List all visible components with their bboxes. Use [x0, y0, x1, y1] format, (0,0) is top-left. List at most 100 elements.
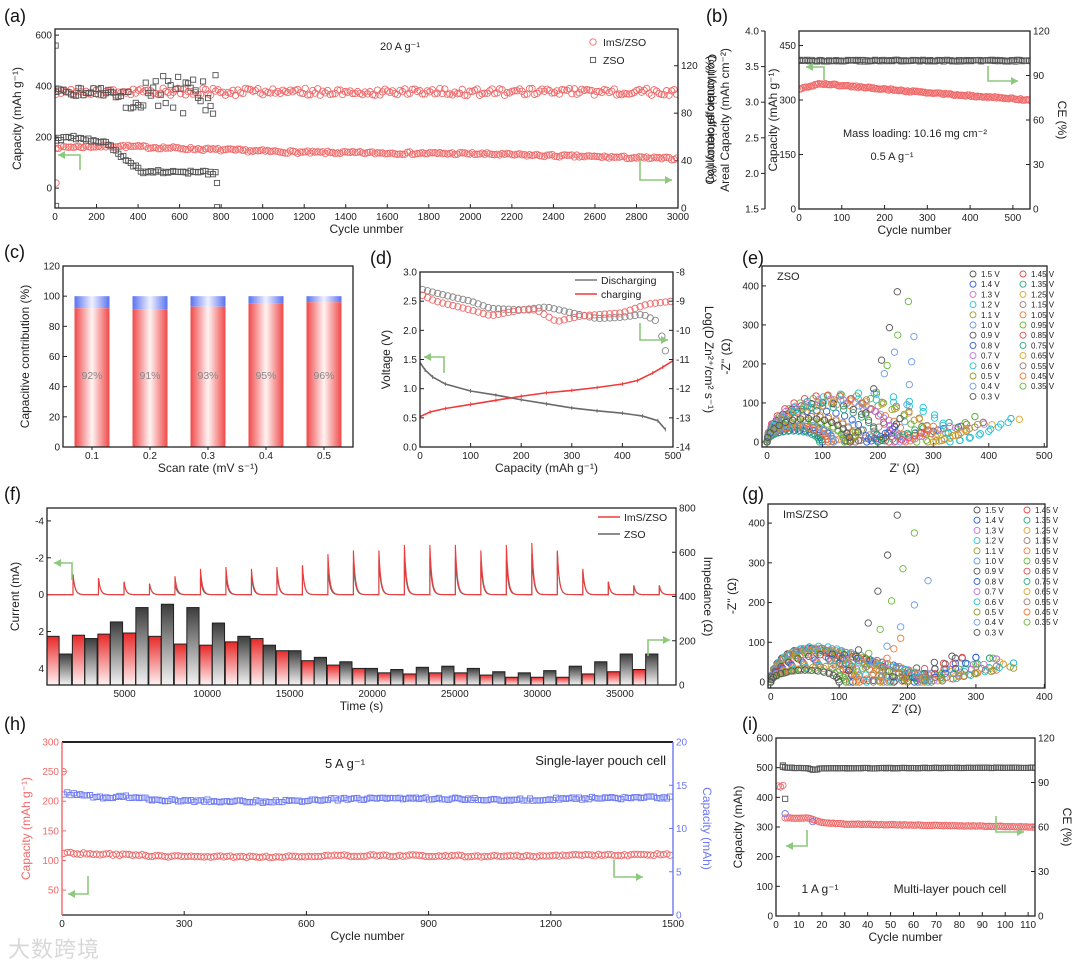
- data-point: [545, 151, 554, 159]
- data-point: [595, 795, 602, 802]
- data-point: [272, 797, 279, 804]
- data-point: [907, 821, 915, 829]
- data-point: [197, 98, 204, 105]
- data-point: [910, 529, 919, 537]
- data-point: [592, 795, 599, 802]
- data-point: [905, 402, 913, 410]
- data-point: [935, 821, 943, 830]
- legend-marker: [1023, 608, 1031, 616]
- data-point: [487, 796, 494, 803]
- data-point: [448, 149, 456, 157]
- y-axis-title: Capacitive contribution (%): [18, 285, 32, 428]
- data-point: [474, 796, 481, 803]
- data-point: [904, 297, 913, 306]
- y-axis-title: -Z'' (Ω): [719, 338, 733, 374]
- data-point: [813, 658, 821, 666]
- y-tick-label: 0: [46, 184, 52, 195]
- x-tick-label: 0: [52, 212, 58, 223]
- data-point: [478, 90, 486, 98]
- data-point: [595, 310, 604, 319]
- y-tick-label: 200: [35, 133, 52, 144]
- data-point: [343, 148, 352, 156]
- data-point: [845, 433, 854, 442]
- legend-label: 0.95 V: [1035, 557, 1059, 566]
- data-point: [865, 431, 874, 439]
- data-point: [861, 58, 868, 65]
- x-tick-label: 100: [831, 692, 848, 703]
- data-point: [854, 395, 863, 403]
- data-point: [890, 422, 899, 430]
- panel-e: (e) 0 100 200 300 400 500 0 100 200 300 400 Z' (Ω) -Z…: [719, 248, 1055, 475]
- data-point: [432, 795, 439, 802]
- data-point: [479, 302, 487, 310]
- bar-group: 93%: [190, 296, 226, 447]
- data-point: [931, 665, 939, 673]
- data-point: [670, 85, 678, 94]
- data-point: [790, 407, 798, 416]
- data-point: [167, 82, 174, 89]
- data-point: [861, 660, 869, 669]
- legend-label: 1.4 V: [981, 280, 1000, 289]
- data-point: [177, 85, 184, 92]
- data-point: [90, 794, 97, 801]
- data-point: [328, 795, 335, 802]
- series-ims-zso-capacity: [55, 141, 678, 187]
- data-point: [570, 313, 578, 322]
- legend-label: 0.9 V: [985, 567, 1004, 576]
- data-point: [791, 402, 799, 410]
- data-point: [839, 420, 847, 428]
- impedance-bar-zso: [288, 650, 302, 685]
- legend-label: 0.6 V: [985, 598, 1004, 607]
- data-point: [794, 427, 803, 435]
- data-point: [562, 795, 569, 802]
- data-point: [274, 87, 282, 96]
- data-point: [984, 94, 992, 102]
- data-point: [406, 794, 413, 801]
- data-point: [351, 89, 359, 98]
- data-point: [189, 145, 197, 153]
- y2-tick-label: 15: [676, 781, 688, 792]
- y-tick-label: 3.0: [403, 268, 417, 279]
- y2-tick-label: 40: [681, 156, 693, 167]
- data-point: [540, 797, 547, 804]
- data-point: [960, 672, 968, 681]
- data-point: [311, 148, 319, 156]
- data-point: [885, 430, 893, 438]
- data-point: [449, 293, 457, 301]
- data-point: [311, 89, 319, 97]
- data-point: [226, 145, 235, 153]
- data-point: [958, 822, 966, 830]
- legend-marker: [1023, 577, 1031, 585]
- data-point: [420, 285, 427, 294]
- data-point: [800, 404, 808, 412]
- legend-label: 1.05 V: [1035, 547, 1059, 556]
- x-tick-label: 300: [925, 451, 942, 462]
- data-point: [665, 154, 673, 162]
- data-point: [162, 144, 170, 152]
- data-point: [469, 298, 477, 306]
- y-tick-label: 80: [49, 322, 61, 333]
- legend-label: 0.95 V: [1031, 321, 1055, 330]
- data-point: [965, 91, 973, 99]
- impedance-bar-ims-zso: [403, 673, 417, 685]
- data-point: [188, 797, 195, 804]
- legend-marker: [1023, 547, 1031, 555]
- arrow-line: [786, 830, 808, 847]
- data-point: [55, 202, 60, 208]
- panel-f: (f)5000 10000 15000 20000 25000 30000 35000-4-…: [4, 484, 715, 713]
- legend-label: 0.35 V: [1035, 618, 1059, 627]
- data-point: [852, 82, 860, 90]
- data-point: [852, 655, 861, 663]
- data-point: [471, 150, 479, 159]
- data-point: [892, 669, 900, 677]
- data-point: [601, 314, 609, 322]
- y2-tick-label: 30: [1038, 867, 1050, 878]
- plot-frame: [54, 28, 679, 209]
- data-point: [74, 791, 81, 798]
- data-point: [1013, 823, 1021, 831]
- data-point: [894, 331, 902, 339]
- legend-marker: [973, 608, 981, 616]
- data-point: [220, 798, 227, 805]
- legend-marker: [973, 557, 981, 565]
- y2-tick-label: 120: [1038, 734, 1055, 745]
